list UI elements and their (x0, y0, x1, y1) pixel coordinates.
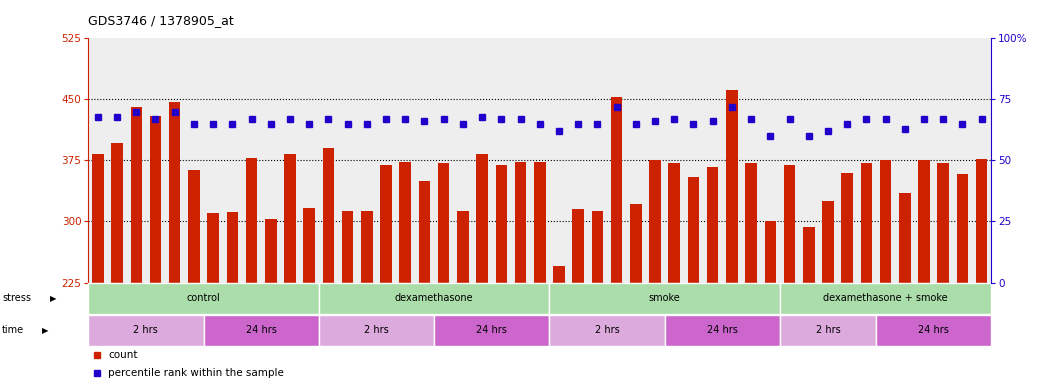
Text: control: control (187, 293, 220, 303)
Bar (592, 211, 603, 283)
Bar (630, 204, 641, 283)
Bar (707, 167, 718, 283)
Bar (803, 227, 815, 283)
Bar (899, 193, 910, 283)
Text: percentile rank within the sample: percentile rank within the sample (108, 368, 284, 378)
Bar (319, 283, 549, 314)
Bar (400, 162, 411, 283)
Text: dexamethasone: dexamethasone (394, 293, 473, 303)
Bar (957, 174, 968, 283)
Bar (919, 161, 930, 283)
Bar (842, 173, 853, 283)
Bar (610, 97, 623, 283)
Bar (937, 163, 949, 283)
Bar (111, 142, 122, 283)
Text: GDS3746 / 1378905_at: GDS3746 / 1378905_at (88, 14, 234, 27)
Text: 2 hrs: 2 hrs (595, 325, 620, 335)
Text: 2 hrs: 2 hrs (816, 325, 841, 335)
Bar (572, 209, 584, 283)
Bar (169, 102, 181, 283)
Bar (88, 283, 319, 314)
Bar (434, 315, 549, 346)
Bar (476, 154, 488, 283)
Text: 24 hrs: 24 hrs (919, 325, 949, 335)
Bar (668, 163, 680, 283)
Bar (88, 315, 203, 346)
Text: ▶: ▶ (42, 326, 48, 335)
Bar (549, 283, 780, 314)
Bar (92, 154, 104, 283)
Bar (784, 164, 795, 283)
Bar (418, 181, 430, 283)
Bar (265, 219, 276, 283)
Bar (438, 163, 449, 283)
Bar (203, 315, 319, 346)
Text: 24 hrs: 24 hrs (476, 325, 508, 335)
Bar (861, 163, 872, 283)
Bar (727, 91, 738, 283)
Bar (664, 315, 780, 346)
Bar (780, 315, 876, 346)
Bar (149, 116, 161, 283)
Text: smoke: smoke (649, 293, 681, 303)
Text: 2 hrs: 2 hrs (134, 325, 158, 335)
Bar (457, 211, 469, 283)
Bar (553, 266, 565, 283)
Bar (246, 158, 257, 283)
Bar (515, 162, 526, 283)
Text: dexamethasone + smoke: dexamethasone + smoke (823, 293, 948, 303)
Bar (534, 162, 546, 283)
Bar (976, 159, 987, 283)
Bar (361, 211, 373, 283)
Bar (880, 161, 892, 283)
Bar (284, 154, 296, 283)
Bar (876, 315, 991, 346)
Bar (208, 212, 219, 283)
Bar (650, 161, 661, 283)
Text: 24 hrs: 24 hrs (707, 325, 738, 335)
Bar (495, 164, 508, 283)
Bar (745, 163, 757, 283)
Text: time: time (2, 325, 24, 335)
Bar (188, 170, 199, 283)
Bar (303, 208, 315, 283)
Text: stress: stress (2, 293, 31, 303)
Bar (549, 315, 664, 346)
Text: count: count (108, 350, 138, 360)
Text: ▶: ▶ (50, 294, 56, 303)
Text: 24 hrs: 24 hrs (246, 325, 276, 335)
Bar (323, 148, 334, 283)
Bar (688, 177, 700, 283)
Bar (319, 315, 434, 346)
Bar (380, 164, 391, 283)
Bar (765, 222, 776, 283)
Bar (131, 107, 142, 283)
Bar (780, 283, 991, 314)
Bar (226, 212, 238, 283)
Bar (342, 211, 353, 283)
Text: 2 hrs: 2 hrs (364, 325, 389, 335)
Bar (822, 201, 834, 283)
